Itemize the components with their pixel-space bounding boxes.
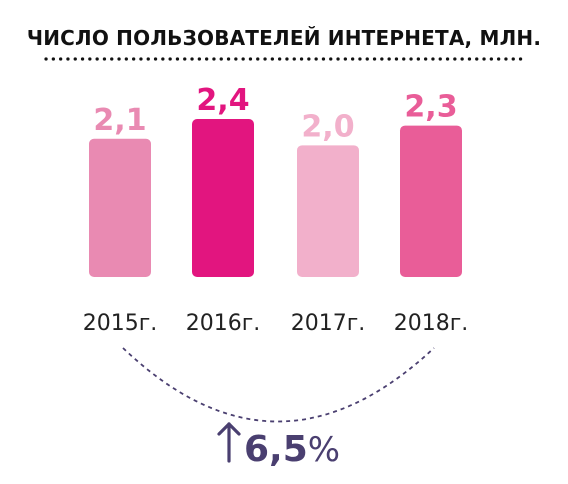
up-arrow-icon [217,422,241,463]
x-tick-labels-group: 2015г. 2016г. 2017г. 2018г. [83,311,469,336]
growth-indicator: 6,5% [217,422,340,470]
value-label-1: 2,1 [93,103,146,138]
value-label-4: 2,3 [404,90,457,125]
bar-3 [297,145,359,277]
x-tick-label-2: 2016г. [186,311,261,336]
chart-title: ЧИСЛО ПОЛЬЗОВАТЕЛЕЙ ИНТЕРНЕТА, МЛН. [26,26,542,50]
bar-2 [192,119,254,277]
bar-1 [89,138,151,277]
x-tick-label-4: 2018г. [394,311,469,336]
growth-value-line: 6,5% [244,429,340,470]
x-tick-label-1: 2015г. [83,311,158,336]
x-tick-label-3: 2017г. [291,311,366,336]
growth-value: 6,5 [244,429,308,470]
growth-dashed-arc [122,347,435,423]
value-label-2: 2,4 [196,83,249,118]
value-labels-group: 2,1 2,4 2,0 2,3 [93,83,457,144]
growth-unit: % [308,430,340,470]
bar-4 [400,125,462,277]
value-label-3: 2,0 [301,109,354,144]
bars-group [89,119,462,277]
